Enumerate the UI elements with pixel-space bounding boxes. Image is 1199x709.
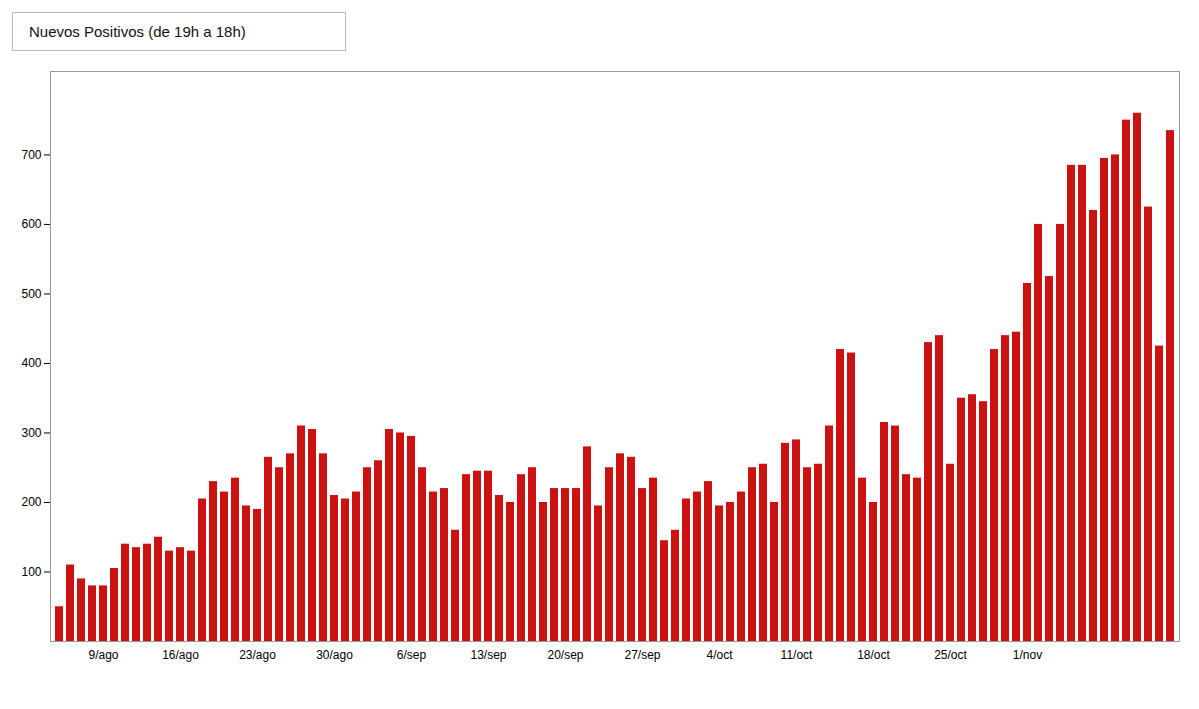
svg-text:400: 400 (21, 356, 41, 370)
svg-text:13/sep: 13/sep (470, 648, 506, 662)
svg-text:27/sep: 27/sep (624, 648, 660, 662)
svg-text:200: 200 (21, 495, 41, 509)
svg-text:100: 100 (21, 565, 41, 579)
svg-text:20/sep: 20/sep (547, 648, 583, 662)
svg-text:6/sep: 6/sep (397, 648, 427, 662)
svg-text:4/oct: 4/oct (706, 648, 733, 662)
svg-text:23/ago: 23/ago (239, 648, 276, 662)
svg-text:500: 500 (21, 287, 41, 301)
html-text:Nuevos Positivos (de 19h a 18h: Nuevos Positivos (de 19h a 18h) (29, 23, 246, 40)
svg-text:300: 300 (21, 426, 41, 440)
svg-text:30/ago: 30/ago (316, 648, 353, 662)
svg-text:600: 600 (21, 217, 41, 231)
svg-text:1/nov: 1/nov (1013, 648, 1042, 662)
svg-text:700: 700 (21, 148, 41, 162)
svg-text:11/oct: 11/oct (781, 648, 813, 662)
svg-text:9/ago: 9/ago (88, 648, 118, 662)
svg-text:25/oct: 25/oct (934, 648, 967, 662)
svg-text:18/oct: 18/oct (857, 648, 890, 662)
svg-text:16/ago: 16/ago (162, 648, 199, 662)
